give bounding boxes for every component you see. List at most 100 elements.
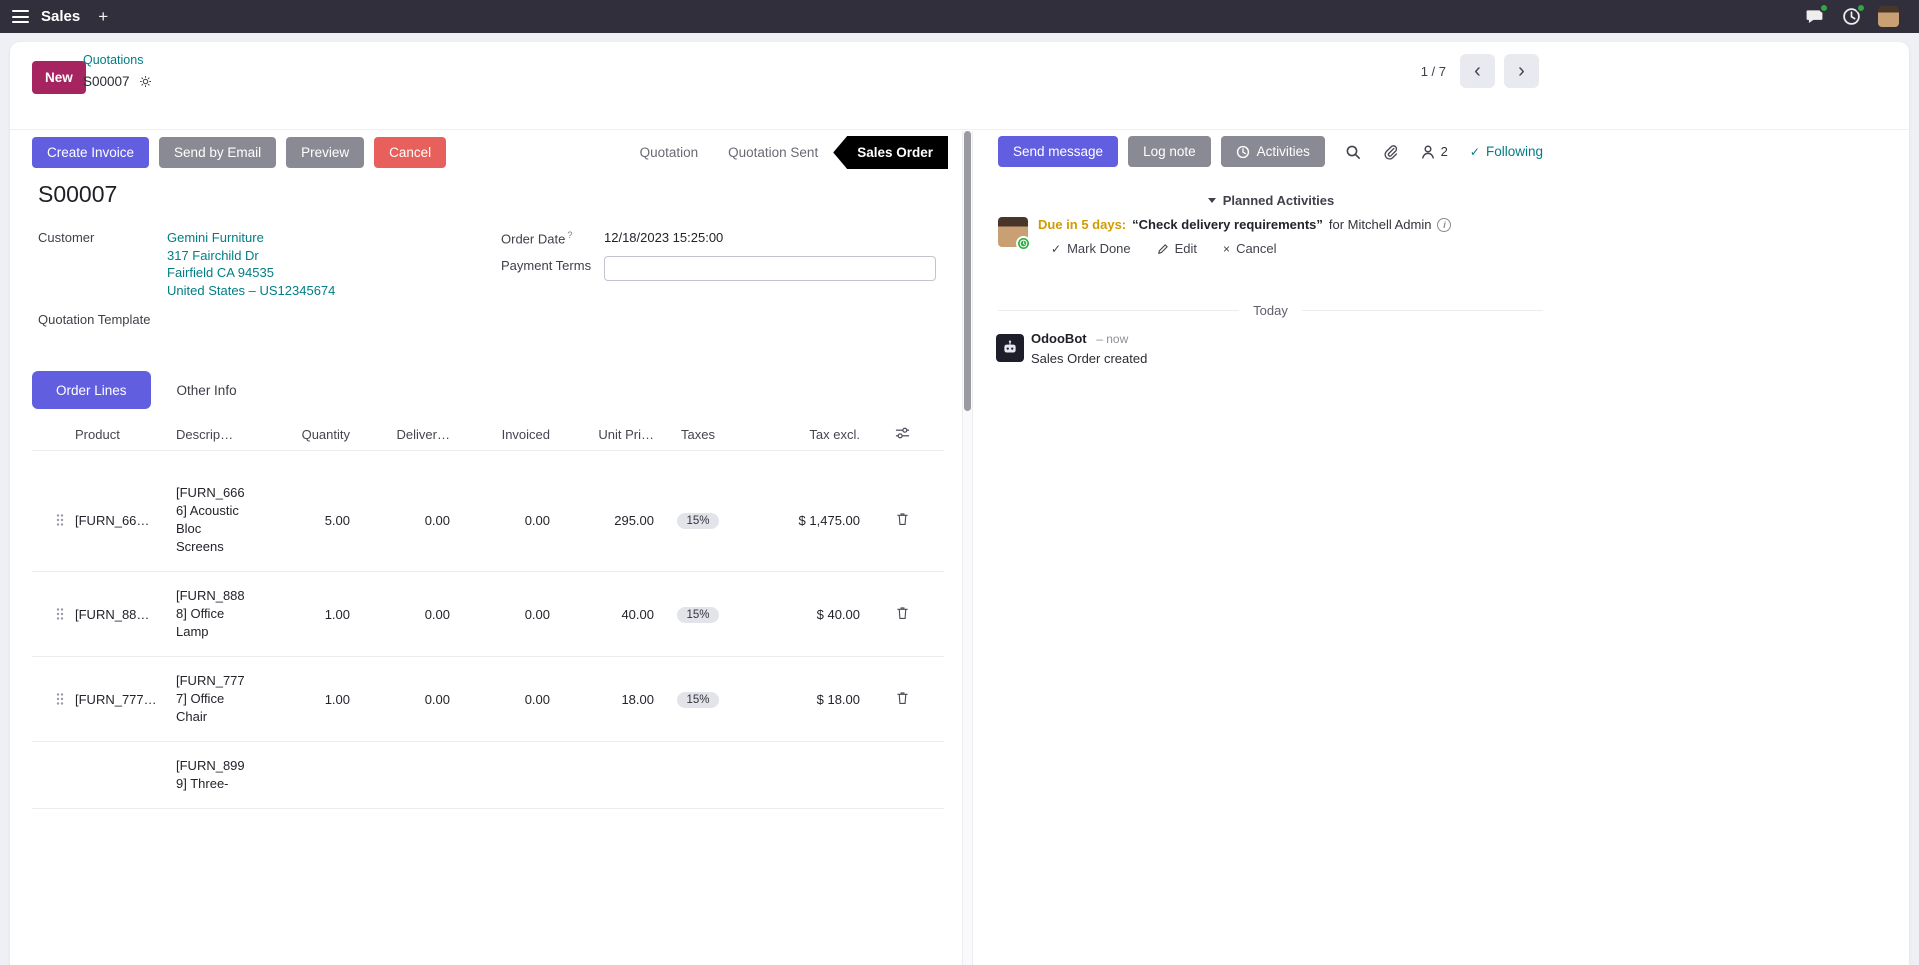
vertical-scrollbar[interactable] (962, 131, 973, 965)
main-area: Create Invoice Send by Email Preview Can… (10, 131, 1909, 965)
messages-icon[interactable] (1804, 2, 1829, 27)
customer-city-link[interactable]: Fairfield CA 94535 (167, 265, 274, 280)
drag-handle-icon[interactable] (56, 513, 70, 527)
message-author[interactable]: OdooBot (1031, 331, 1087, 346)
delete-row-icon[interactable] (896, 512, 909, 529)
cell-product[interactable]: [FURN_88… (75, 606, 150, 622)
user-avatar[interactable] (1878, 6, 1899, 27)
cell-tax-excl[interactable]: $ 1,475.00 (798, 512, 860, 528)
cell-description[interactable]: [FURN_7777] Office Chair (176, 673, 245, 724)
col-unit-price[interactable]: Unit Pri… (598, 427, 654, 442)
order-line-row[interactable]: [FURN_88… [FURN_8888] Office Lamp 1.00 0… (32, 572, 944, 657)
order-date-value[interactable]: 12/18/2023 15:25:00 (604, 230, 724, 245)
customer-street-link[interactable]: 317 Fairchild Dr (167, 247, 259, 263)
cell-invoiced[interactable]: 0.00 (524, 691, 550, 707)
scrollbar-thumb[interactable] (964, 131, 971, 411)
activities-clock-icon[interactable] (1841, 2, 1866, 27)
followers-icon[interactable]: 2 (1420, 144, 1448, 160)
col-invoiced[interactable]: Invoiced (501, 427, 550, 442)
order-date-help-icon[interactable]: ? (567, 230, 573, 240)
col-description[interactable]: Descrip… (176, 426, 234, 442)
app-name-sales[interactable]: Sales (41, 8, 81, 25)
tax-badge[interactable]: 15% (677, 691, 719, 708)
cell-invoiced[interactable]: 0.00 (524, 512, 550, 528)
col-product[interactable]: Product (75, 427, 120, 442)
notebook-tabs: Order Lines Other Info (32, 371, 263, 409)
optional-columns-icon[interactable] (860, 426, 944, 443)
cell-unit-price[interactable]: 18.00 (621, 691, 654, 707)
info-icon[interactable]: i (1437, 217, 1452, 232)
cell-delivered[interactable]: 0.00 (424, 606, 450, 622)
tab-other-info[interactable]: Other Info (150, 371, 263, 409)
cell-description[interactable]: [FURN_6666] Acoustic Bloc Screens (176, 485, 245, 554)
search-messages-icon[interactable] (1345, 144, 1361, 160)
tax-badge[interactable]: 15% (677, 512, 719, 529)
activity-assignee: for Mitchell Admin (1328, 217, 1432, 232)
customer-name-link[interactable]: Gemini Furniture (167, 230, 264, 245)
odoobot-avatar[interactable] (996, 334, 1024, 362)
col-tax-excl[interactable]: Tax excl. (809, 427, 860, 442)
cell-quantity[interactable]: 1.00 (324, 691, 350, 707)
col-taxes[interactable]: Taxes (681, 427, 715, 442)
cell-unit-price[interactable]: 40.00 (621, 606, 654, 622)
tab-order-lines[interactable]: Order Lines (32, 371, 151, 409)
status-sales-order-current[interactable]: Sales Order (833, 136, 948, 169)
new-button[interactable]: New (32, 61, 86, 94)
drag-handle-icon[interactable] (56, 607, 70, 621)
activities-button[interactable]: Activities (1220, 136, 1325, 167)
cell-description[interactable]: [FURN_8999] Three- (176, 758, 245, 791)
cell-product[interactable]: [FURN_66… (75, 512, 150, 528)
activity-summary: “Check delivery requirements” (1132, 217, 1323, 232)
cell-quantity[interactable]: 5.00 (324, 512, 350, 528)
activity-item: Due in 5 days: “Check delivery requireme… (998, 215, 1558, 256)
following-button[interactable]: ✓ Following (1469, 144, 1543, 159)
status-quotation[interactable]: Quotation (639, 145, 699, 160)
cell-unit-price[interactable]: 295.00 (614, 512, 654, 528)
sale-order-form: Create Invoice Send by Email Preview Can… (10, 131, 962, 965)
apps-menu-icon[interactable] (12, 10, 29, 23)
tax-badge[interactable]: 15% (677, 606, 719, 623)
order-line-row[interactable]: [FURN_66… [FURN_6666] Acoustic Bloc Scre… (32, 469, 944, 572)
pager-next-button[interactable]: › (1504, 54, 1539, 88)
date-divider-label: Today (1253, 303, 1288, 318)
cancel-button[interactable]: Cancel (374, 137, 447, 168)
col-delivered[interactable]: Deliver… (396, 427, 450, 442)
edit-activity-button[interactable]: Edit (1157, 241, 1197, 256)
cell-tax-excl[interactable]: $ 18.00 (816, 691, 860, 707)
message-body: Sales Order created (1031, 351, 1148, 366)
create-invoice-button[interactable]: Create Invoice (32, 137, 150, 168)
cell-product[interactable]: [FURN_777… (75, 691, 157, 707)
cell-invoiced[interactable]: 0.00 (524, 606, 550, 622)
order-lines-table: Product Descrip… Quantity Deliver… Invoi… (32, 419, 944, 809)
cell-delivered[interactable]: 0.00 (424, 512, 450, 528)
status-quotation-sent[interactable]: Quotation Sent (728, 145, 819, 160)
check-icon: ✓ (1051, 241, 1062, 256)
send-by-email-button[interactable]: Send by Email (159, 137, 277, 168)
drag-handle-icon[interactable] (56, 692, 70, 706)
order-line-row[interactable]: [FURN_777… [FURN_7777] Office Chair 1.00… (32, 657, 944, 742)
cell-tax-excl[interactable]: $ 40.00 (816, 606, 860, 622)
cell-description[interactable]: [FURN_8888] Office Lamp (176, 588, 245, 639)
cancel-activity-button[interactable]: × Cancel (1223, 241, 1277, 256)
order-line-row[interactable]: [FURN_8999] Three- (32, 742, 944, 809)
cell-quantity[interactable]: 1.00 (324, 606, 350, 622)
planned-activities-header[interactable]: Planned Activities (973, 193, 1569, 208)
attachments-icon[interactable] (1383, 144, 1398, 160)
log-note-button[interactable]: Log note (1128, 136, 1211, 167)
cell-delivered[interactable]: 0.00 (424, 691, 450, 707)
send-message-button[interactable]: Send message (998, 136, 1119, 167)
delete-row-icon[interactable] (896, 691, 909, 708)
chatter-toolbar: Send message Log note Activities (998, 136, 1543, 167)
payment-terms-input[interactable] (604, 256, 936, 281)
preview-button[interactable]: Preview (286, 137, 365, 168)
mark-done-button[interactable]: ✓ Mark Done (1051, 241, 1131, 256)
delete-row-icon[interactable] (896, 606, 909, 623)
pager: 1 / 7 ‹ › (1421, 54, 1539, 88)
gear-icon[interactable] (139, 75, 152, 88)
followers-count: 2 (1440, 144, 1448, 159)
customer-country-link[interactable]: United States – US12345674 (167, 282, 336, 298)
pager-previous-button[interactable]: ‹ (1460, 54, 1495, 88)
breadcrumb-quotations-link[interactable]: Quotations (83, 53, 144, 67)
col-quantity[interactable]: Quantity (301, 427, 350, 442)
new-tab-plus-icon[interactable]: + (98, 6, 109, 26)
